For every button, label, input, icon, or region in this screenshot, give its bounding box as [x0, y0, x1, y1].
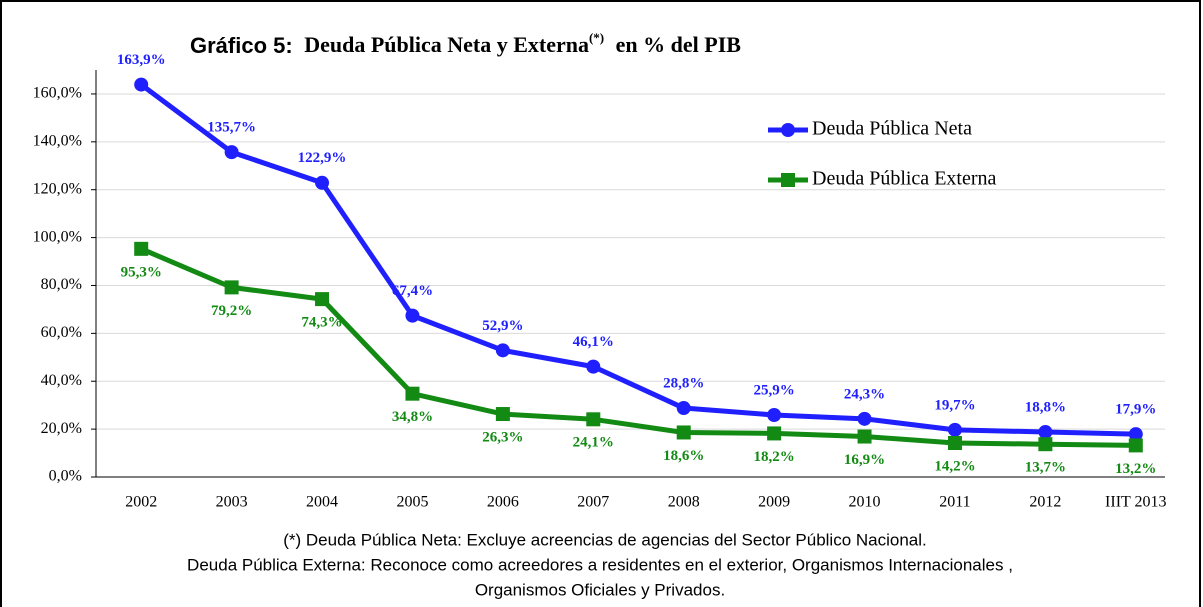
data-label: 13,2%	[1115, 461, 1156, 477]
point-marker	[1038, 424, 1053, 439]
data-label: 135,7%	[207, 120, 256, 136]
title-end: en % del PIB	[616, 32, 742, 57]
x-tick-label: IIIT 2013	[1105, 494, 1166, 511]
legend-label: Deuda Pública Neta	[812, 118, 972, 140]
y-tick-label: 160,0%	[33, 85, 82, 102]
footnote-line: (*) Deuda Pública Neta: Excluye acreenci…	[283, 530, 927, 549]
x-tick-label: 2009	[758, 494, 790, 511]
title-prefix: Gráfico 5:	[190, 33, 293, 58]
x-tick-label: 2003	[216, 494, 248, 511]
y-tick-label: 0,0%	[49, 468, 82, 485]
x-tick-label: 2004	[306, 494, 338, 511]
footnote-line: Organismos Oficiales y Privados.	[475, 580, 725, 599]
point-marker	[767, 426, 782, 441]
data-label: 14,2%	[934, 458, 975, 474]
point-marker	[315, 292, 330, 307]
title-mark: (*)	[589, 30, 604, 45]
y-tick-label: 140,0%	[33, 132, 82, 149]
point-marker	[857, 411, 872, 426]
point-marker	[405, 308, 420, 323]
x-tick-label: 2010	[849, 494, 881, 511]
data-label: 52,9%	[482, 318, 523, 334]
data-label: 28,8%	[663, 375, 704, 391]
point-marker	[405, 386, 420, 401]
data-label: 13,7%	[1025, 460, 1066, 476]
data-label: 46,1%	[573, 334, 614, 350]
data-label: 18,6%	[663, 448, 704, 464]
x-tick-label: 2002	[125, 494, 157, 511]
data-label: 16,9%	[844, 452, 885, 468]
point-marker	[315, 175, 330, 190]
y-tick-label: 40,0%	[41, 372, 82, 389]
point-marker	[134, 77, 149, 92]
point-marker	[586, 412, 601, 427]
x-tick-label: 2007	[577, 494, 609, 511]
series-line	[140, 246, 1136, 448]
y-tick-label: 100,0%	[33, 228, 82, 245]
data-label: 79,2%	[211, 303, 252, 319]
data-label: 95,3%	[121, 264, 162, 280]
data-label: 19,7%	[934, 397, 975, 413]
x-tick-label: 2005	[396, 494, 428, 511]
x-tick-label: 2011	[939, 494, 970, 511]
data-label: 26,3%	[482, 429, 523, 445]
point-marker	[1128, 438, 1143, 453]
point-marker	[134, 241, 149, 256]
point-marker	[947, 436, 962, 451]
footnote-line: Deuda Pública Externa: Reconoce como acr…	[187, 555, 1013, 574]
data-label: 24,3%	[844, 386, 885, 402]
y-tick-label: 80,0%	[41, 276, 82, 293]
point-marker	[1128, 427, 1143, 442]
data-label: 18,2%	[754, 449, 795, 465]
y-tick-label: 60,0%	[41, 324, 82, 341]
data-label: 74,3%	[301, 315, 342, 331]
point-marker	[224, 280, 239, 295]
legend-label: Deuda Pública Externa	[812, 168, 996, 190]
data-label: 163,9%	[117, 52, 166, 68]
point-marker	[495, 343, 510, 358]
legend-marker	[781, 123, 795, 137]
data-label: 18,8%	[1025, 399, 1066, 415]
footnote: (*) Deuda Pública Neta: Excluye acreenci…	[187, 530, 1013, 599]
y-tick-label: 120,0%	[33, 180, 82, 197]
legend-marker	[781, 173, 795, 187]
point-marker	[586, 359, 601, 374]
data-label: 17,9%	[1115, 402, 1156, 418]
point-marker	[495, 407, 510, 422]
title-main: Deuda Pública Neta y Externa	[304, 32, 589, 57]
x-tick-label: 2012	[1029, 494, 1061, 511]
point-marker	[857, 429, 872, 444]
data-label: 67,4%	[392, 283, 433, 299]
series-line	[139, 82, 1136, 437]
data-label: 122,9%	[298, 150, 347, 166]
chart-title: Gráfico 5: Deuda Pública Neta y Externa(…	[190, 24, 741, 58]
data-label: 25,9%	[754, 382, 795, 398]
point-marker	[947, 422, 962, 437]
data-label: 24,1%	[573, 435, 614, 451]
point-marker	[676, 401, 691, 416]
point-marker	[1038, 437, 1053, 452]
x-tick-label: 2006	[487, 494, 519, 511]
point-marker	[676, 425, 691, 440]
point-marker	[224, 145, 239, 160]
data-label: 34,8%	[392, 409, 433, 425]
y-tick-label: 20,0%	[41, 420, 82, 437]
point-marker	[767, 407, 782, 422]
x-tick-label: 2008	[668, 494, 700, 511]
